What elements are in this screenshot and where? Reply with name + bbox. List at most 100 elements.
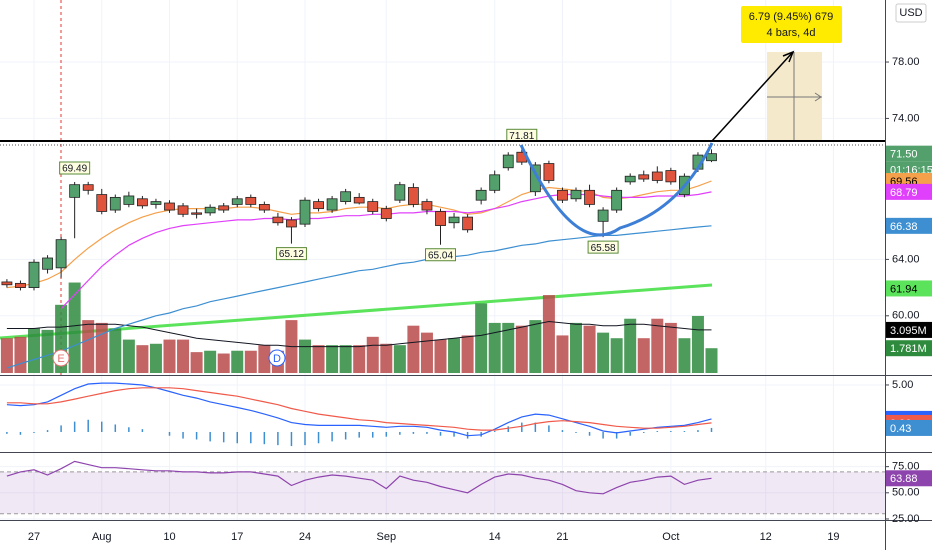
axis-label: 68.79 (890, 187, 918, 199)
candle-body (407, 187, 419, 205)
candle-body (557, 189, 568, 201)
candle-body (638, 174, 650, 180)
candle-body (597, 209, 609, 222)
event-marker[interactable] (268, 349, 286, 367)
axis-label-bg (886, 280, 932, 297)
event-marker[interactable] (52, 349, 70, 367)
volume-bar (366, 336, 379, 373)
candle-body (380, 208, 392, 219)
candle-body (1, 281, 13, 286)
volume-bar (461, 335, 474, 373)
candle-body (611, 189, 623, 211)
candle-body (218, 205, 230, 211)
x-tick-label: 27 (28, 531, 40, 543)
candle-body (231, 198, 243, 205)
candle-body (462, 216, 474, 231)
rsi-line (6, 460, 712, 495)
currency-box[interactable] (895, 3, 927, 23)
axis-label-bg (886, 217, 932, 234)
volume-bar (0, 338, 13, 373)
volume-bar (353, 345, 366, 373)
candle-body (584, 189, 595, 205)
x-tick-label: Sep (377, 531, 397, 543)
candle-body (651, 171, 663, 181)
volume-bar (163, 339, 176, 373)
candle-body (435, 211, 446, 226)
candle-body (543, 163, 555, 181)
candle-body (570, 189, 582, 200)
x-tick-label: 14 (489, 531, 501, 543)
y-tick-label: 50.00 (892, 487, 920, 499)
currency: USD (899, 7, 922, 19)
volume-bar (14, 336, 27, 373)
axis-label: 63.88 (890, 473, 918, 485)
candle-body (326, 198, 338, 211)
candle-body (42, 257, 53, 270)
cup-curve (519, 142, 714, 237)
axis-layer: 78.00 74.00 64.00 60.00 5.00 75.00 50.00 25.00 2… (28, 56, 932, 543)
candle-body (529, 164, 541, 193)
moving-average (6, 225, 712, 369)
volume-bar (651, 318, 664, 373)
volume-bar (217, 353, 230, 373)
volume-bar (556, 335, 569, 373)
axis-label-bg (886, 145, 932, 162)
candle-body (394, 184, 406, 201)
candle-body (96, 194, 108, 212)
candle-body (340, 191, 352, 202)
candle-body (28, 261, 40, 288)
event-label: E (57, 353, 64, 365)
volume-bar (122, 339, 135, 373)
y-tick-label: 25.00 (892, 513, 920, 525)
swing-label-bg (59, 161, 91, 175)
candle-body (150, 201, 162, 205)
measure-arrow (814, 92, 822, 102)
volume-bar (705, 348, 718, 373)
swing-label: 69.49 (62, 164, 87, 175)
candle-body (123, 195, 135, 205)
axis-label: 1.781M (890, 343, 927, 355)
candle-body (245, 196, 257, 205)
axis-label: 66.38 (890, 221, 918, 233)
candle-body (624, 175, 636, 183)
candle-body (299, 199, 311, 225)
swing-label-bg (587, 240, 619, 254)
volume-bar (95, 322, 108, 373)
y-tick-label: 64.00 (892, 253, 920, 265)
volume-bar (41, 329, 54, 373)
x-tick-label: 12 (760, 531, 772, 543)
measure-bars: 4 bars, 4d (767, 27, 816, 39)
volume-bar (312, 345, 325, 373)
axis-label: 3.095M (890, 325, 927, 337)
candle-body (15, 282, 26, 288)
volume-bar (637, 338, 650, 373)
volume-bar (624, 318, 637, 373)
measure-text: 6.79 (9.45%) 679 (749, 11, 833, 23)
x-tick-label: 21 (556, 531, 568, 543)
swing-label-bg (425, 248, 456, 262)
volume-bar (583, 325, 596, 373)
axis-label-bg (886, 340, 932, 357)
candle-body (367, 201, 379, 212)
swing-label: 65.12 (279, 249, 304, 260)
volume-bar (136, 345, 149, 373)
volume-bar (515, 325, 528, 373)
x-tick-label: 17 (231, 531, 243, 543)
axis-label: 61.94 (890, 283, 918, 295)
candle-body (448, 216, 460, 224)
projection-line (711, 52, 793, 142)
volume-bar (82, 320, 95, 373)
volume-bar (68, 282, 81, 373)
volume-bar (475, 303, 488, 373)
volume-bar (339, 345, 352, 373)
rsi-band (0, 471, 885, 514)
volume-bar (244, 350, 257, 373)
candle-body (191, 212, 203, 215)
y-tick-label: 60.00 (892, 310, 920, 322)
series-layer: 69.49 71.81 65.12 65.04 65.58 (0, 128, 885, 515)
volume-bar (691, 315, 704, 373)
axis-label: 71.50 (890, 149, 918, 161)
y-tick-label: 78.00 (892, 56, 920, 68)
volume-bar (529, 320, 542, 373)
